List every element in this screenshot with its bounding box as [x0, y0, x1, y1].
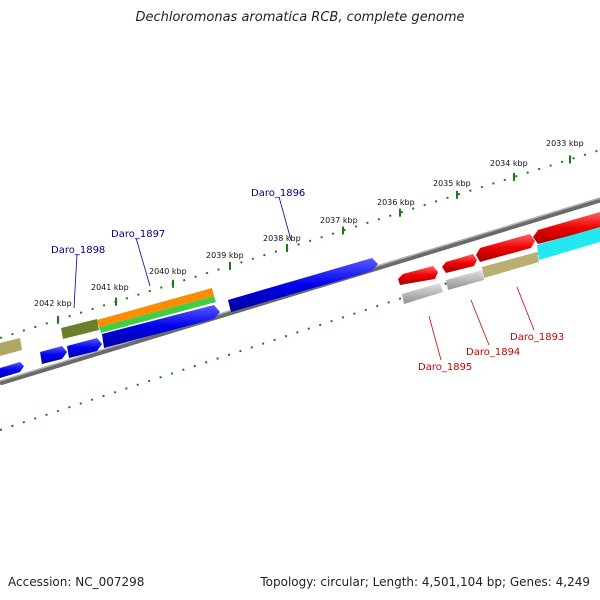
genome-summary-text: Topology: circular; Length: 4,501,104 bp… [260, 575, 590, 589]
tick-labels: 2033 kbp 2034 kbp 2035 kbp 2036 kbp 2037… [34, 139, 584, 308]
gene-label-daro-1897[interactable]: Daro_1897 [111, 229, 165, 240]
gene-arrow[interactable] [398, 266, 438, 285]
gene-arrow[interactable] [228, 258, 378, 312]
gene-labels[interactable]: Daro_1896 Daro_1897 Daro_1898 Daro_1893 … [51, 188, 564, 373]
gene-arrow[interactable] [476, 234, 535, 262]
gene-label-daro-1896[interactable]: Daro_1896 [251, 188, 305, 199]
gene-label-daro-1893[interactable]: Daro_1893 [510, 332, 564, 343]
tick-label: 2040 kbp [149, 267, 187, 276]
gene-arrow[interactable] [40, 346, 67, 364]
gene-arrow[interactable] [533, 212, 600, 244]
gene-arrow[interactable] [97, 288, 214, 327]
accession-text: Accession: NC_007298 [8, 575, 145, 589]
gene-arrow[interactable] [0, 362, 24, 378]
gene-arrow[interactable] [61, 319, 99, 339]
gene-label-daro-1895[interactable]: Daro_1895 [418, 362, 472, 373]
gene-arrow[interactable] [537, 227, 600, 260]
tick-label: 2035 kbp [433, 179, 471, 188]
tick-label: 2033 kbp [546, 139, 584, 148]
gene-arrow[interactable] [446, 270, 484, 290]
tick-label: 2041 kbp [91, 283, 129, 292]
tick-label: 2039 kbp [206, 251, 244, 260]
major-ticks [57, 155, 571, 324]
tick-label: 2036 kbp [377, 198, 415, 207]
tick-label: 2042 kbp [34, 299, 72, 308]
gene-arrow[interactable] [99, 296, 216, 333]
gene-arrow[interactable] [0, 338, 22, 356]
map-title: Dechloromonas aromatica RCB, complete ge… [135, 10, 465, 25]
tick-label: 2037 kbp [320, 216, 358, 225]
gene-arrow[interactable] [482, 252, 539, 278]
tick-label: 2038 kbp [263, 234, 301, 243]
gene-arrow[interactable] [402, 283, 443, 304]
gene-label-daro-1894[interactable]: Daro_1894 [466, 347, 520, 358]
gene-label-daro-1898[interactable]: Daro_1898 [51, 245, 105, 256]
gene-arrow[interactable] [102, 305, 220, 348]
gene-features[interactable] [0, 212, 600, 378]
tick-label: 2034 kbp [490, 159, 528, 168]
gene-arrow[interactable] [442, 254, 477, 273]
gene-arrow[interactable] [67, 338, 102, 358]
label-leaders [73, 196, 535, 361]
